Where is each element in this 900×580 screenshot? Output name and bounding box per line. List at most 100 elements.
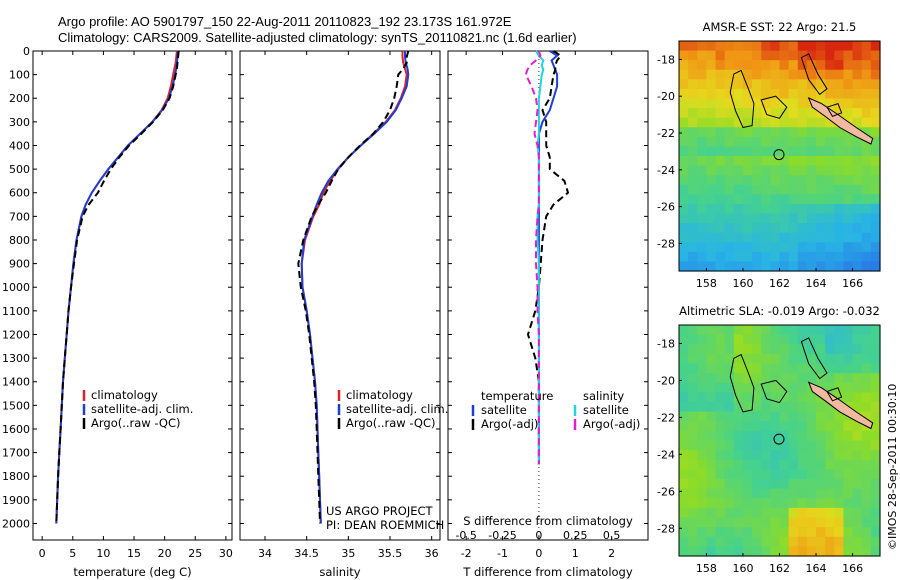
map-cell: [852, 261, 863, 272]
diff-legend-title-temperature: temperature: [481, 389, 553, 403]
map-cell: [770, 536, 781, 547]
map-cell: [870, 242, 881, 253]
map-cell: [752, 325, 762, 336]
map-cell: [834, 98, 845, 109]
map-cell: [724, 242, 735, 253]
map-cell: [843, 459, 854, 470]
map-cell: [825, 353, 835, 365]
map-cell: [788, 430, 799, 442]
map-cell: [742, 146, 753, 157]
sal-series-2: [297, 50, 410, 524]
map-cell: [679, 165, 689, 176]
map-cell: [806, 402, 817, 413]
map-cell: [715, 146, 726, 157]
map-cell: [806, 459, 817, 470]
map-xtick-label: 160: [732, 562, 753, 575]
map-cell: [679, 498, 689, 509]
map-cell: [724, 479, 735, 490]
map-cell: [761, 507, 771, 519]
temp-ytick-label: 1900: [2, 494, 30, 507]
map-cell: [733, 232, 744, 243]
map-cell: [852, 450, 863, 461]
map-cell: [688, 213, 698, 224]
map-cell: [797, 98, 808, 109]
map-cell: [806, 88, 817, 100]
map-cell: [779, 546, 790, 557]
map-cell: [697, 507, 708, 519]
map-cell: [715, 203, 726, 215]
map-cell: [788, 184, 799, 195]
map-cell: [679, 488, 689, 499]
map-cell: [761, 146, 771, 157]
map-cell: [770, 261, 781, 272]
map-cell: [761, 536, 771, 547]
map-cell: [761, 402, 771, 413]
map-cell: [697, 213, 708, 224]
map-cell: [688, 98, 698, 109]
map-cell: [706, 382, 717, 393]
map-cell: [742, 344, 753, 355]
map-cell: [806, 536, 817, 547]
map-cell: [733, 488, 744, 499]
map-cell: [797, 232, 808, 243]
map-cell: [779, 353, 790, 365]
map-cell: [797, 392, 808, 403]
map-cell: [797, 79, 808, 90]
map-cell: [742, 536, 753, 547]
temp-ytick-label: 1200: [2, 328, 30, 341]
map-cell: [770, 251, 781, 263]
map-cell: [715, 479, 726, 490]
map-cell: [724, 203, 735, 215]
map-cell: [870, 373, 881, 384]
sal-xtick-label: 34: [258, 547, 272, 560]
map-cell: [788, 517, 799, 528]
map-cell: [825, 88, 835, 100]
map-cell: [797, 373, 808, 384]
temp-ytick-label: 700: [9, 210, 30, 223]
map-cell: [825, 223, 835, 234]
map-cell: [724, 60, 735, 71]
sdiff-xtick-label: 0.25: [563, 529, 588, 542]
map-cell: [870, 421, 881, 432]
map-cell: [816, 440, 826, 451]
map-cell: [861, 459, 872, 470]
map-cell: [797, 382, 808, 393]
map-cell: [679, 213, 689, 224]
reef-outline: [729, 69, 755, 129]
map-cell: [806, 108, 817, 119]
map-cell: [779, 402, 790, 413]
temp-ytick-label: 1700: [2, 447, 30, 460]
map-cell: [816, 117, 826, 128]
map-cell: [679, 108, 689, 119]
map-cell: [733, 536, 744, 547]
map-cell: [788, 344, 799, 355]
map-cell: [825, 527, 835, 538]
map-cell: [688, 430, 698, 442]
map-cell: [852, 392, 863, 403]
map-cell: [870, 392, 881, 403]
map-cell: [816, 127, 826, 138]
map-cell: [733, 251, 744, 263]
map-cell: [788, 108, 799, 119]
map-cell: [706, 69, 717, 80]
map-cell: [761, 353, 771, 365]
map-cell: [724, 232, 735, 243]
map-cell: [816, 411, 826, 422]
map-cell: [870, 469, 881, 480]
map-cell: [752, 146, 762, 157]
map-cell: [688, 117, 698, 128]
map-cell: [706, 459, 717, 470]
map-cell: [843, 469, 854, 480]
map-cell: [724, 50, 735, 61]
map-cell: [788, 546, 799, 557]
map-cell: [861, 251, 872, 263]
map-cell: [843, 108, 854, 119]
map-ytick-label: -20: [657, 374, 675, 387]
map-cell: [779, 88, 790, 100]
map-cell: [724, 546, 735, 557]
sal-xtick-label: 36: [425, 547, 439, 560]
map-cell: [697, 69, 708, 80]
map-cell: [706, 194, 717, 205]
map-cell: [788, 498, 799, 509]
map-cell: [825, 411, 835, 422]
